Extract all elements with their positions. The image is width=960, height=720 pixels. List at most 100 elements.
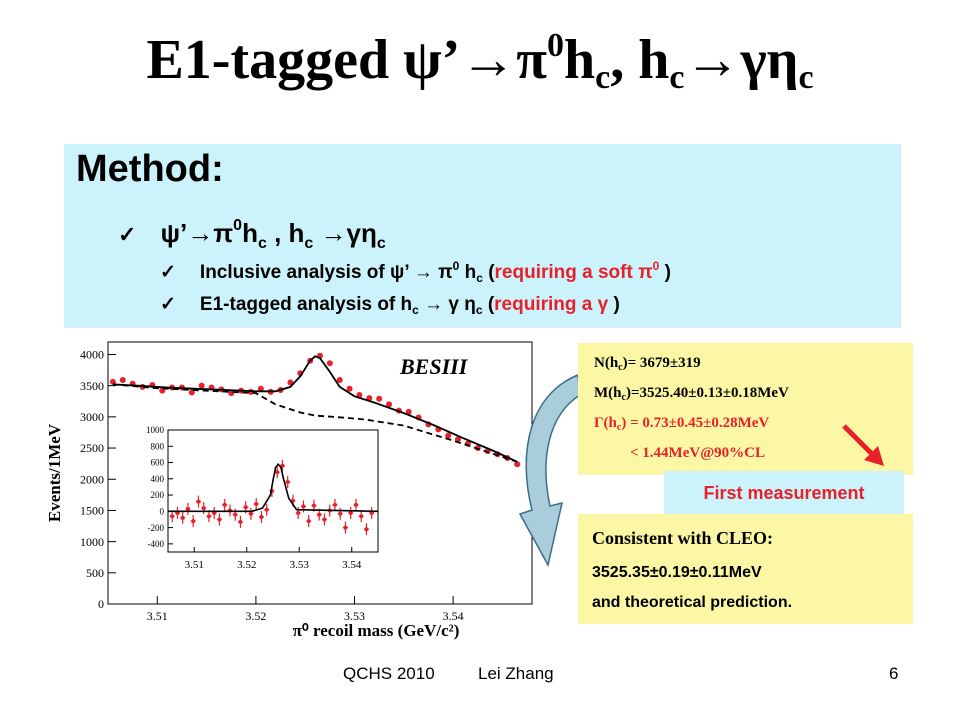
inset-y-tick-label: -200 bbox=[148, 523, 165, 533]
checkmark-icon: ✓ bbox=[160, 262, 176, 283]
inset-fit-curve bbox=[168, 462, 379, 513]
main-data-point bbox=[188, 389, 195, 396]
theory-note: and theoretical prediction. bbox=[592, 594, 793, 611]
inset-data-point bbox=[332, 502, 337, 507]
main-y-tick-label: 500 bbox=[86, 566, 104, 580]
inset-data-point bbox=[317, 512, 322, 517]
main-x-tick-label: 3.51 bbox=[147, 609, 168, 623]
main-data-point bbox=[386, 401, 393, 408]
mass-value: M(hc)=3525.40±0.13±0.18MeV bbox=[594, 385, 789, 403]
main-data-point bbox=[257, 385, 264, 392]
inset-data-point bbox=[259, 515, 264, 520]
footer-conference: QCHS 2010 bbox=[343, 664, 435, 683]
inset-data-point bbox=[238, 519, 243, 524]
inset-data-point bbox=[311, 503, 316, 508]
inset-data-point bbox=[280, 463, 285, 468]
main-data-point bbox=[445, 432, 452, 439]
inset-data-point bbox=[306, 519, 311, 524]
inset-data-point bbox=[243, 505, 248, 510]
inset-y-tick-label: 800 bbox=[151, 441, 165, 451]
method-line-2: ✓ Inclusive analysis of ψ’ → π0 hc (requi… bbox=[160, 259, 671, 285]
main-y-tick-label: 3500 bbox=[80, 379, 104, 393]
inset-data-point bbox=[185, 506, 190, 511]
inset-data-point bbox=[275, 470, 280, 475]
inset-data-point bbox=[191, 519, 196, 524]
main-data-point bbox=[346, 385, 353, 392]
inset-data-point bbox=[248, 511, 253, 516]
recoil-mass-plot: 3.51 3.52 3.53 3.54050010001500200025003000… bbox=[45, 341, 533, 640]
checkmark-icon: ✓ bbox=[160, 294, 176, 315]
red-arrow-icon bbox=[842, 424, 884, 466]
inset-x-tick-label: 3.54 bbox=[342, 559, 362, 571]
inset-x-tick-label: 3.52 bbox=[237, 559, 256, 571]
inset-data-point bbox=[285, 480, 290, 485]
inset-data-point bbox=[170, 514, 175, 519]
besiii-label: BESIII bbox=[399, 354, 469, 379]
method-line-1: ✓ ψ’→π0hc , hc →γηc bbox=[118, 217, 386, 252]
main-y-tick-label: 0 bbox=[98, 597, 104, 611]
first-measurement-label: First measurement bbox=[664, 471, 904, 515]
consistency-box: Consistent with CLEO: 3525.35±0.19±0.11M… bbox=[578, 514, 913, 624]
inset-data-point bbox=[359, 514, 364, 519]
method-heading: Method: bbox=[76, 148, 224, 190]
checkmark-icon: ✓ bbox=[118, 222, 137, 247]
footer-author: Lei Zhang bbox=[478, 664, 554, 683]
inset-data-point bbox=[254, 502, 259, 507]
inset-data-point bbox=[180, 515, 185, 520]
consistency-heading: Consistent with CLEO: bbox=[592, 528, 774, 548]
slide-title: E1-tagged ψ’→π0hc, hc→γηc bbox=[146, 27, 814, 96]
method-box: Method: ✓ ψ’→π0hc , hc →γηc ✓ Inclusive an… bbox=[64, 144, 901, 328]
main-data-point bbox=[336, 377, 343, 384]
main-data-point bbox=[119, 377, 126, 384]
main-data-point bbox=[514, 461, 521, 468]
inset-data-point bbox=[206, 514, 211, 519]
page-number: 6 bbox=[889, 664, 899, 683]
inset-y-tick-label: 400 bbox=[151, 474, 165, 484]
main-y-tick-label: 1500 bbox=[80, 504, 104, 518]
main-background-curve bbox=[112, 383, 518, 463]
width-value: Γ(hc) = 0.73±0.45±0.28MeV bbox=[594, 415, 770, 433]
results-box: N(hc)= 3679±319 M(hc)=3525.40±0.13±0.18M… bbox=[578, 343, 913, 475]
inset-y-tick-label: 200 bbox=[151, 490, 165, 500]
main-y-tick-label: 1000 bbox=[80, 535, 104, 549]
inset-x-tick-label: 3.53 bbox=[290, 559, 310, 571]
width-limit: < 1.44MeV@90%CL bbox=[630, 445, 765, 461]
inset-data-point bbox=[233, 512, 238, 517]
inset-data-point bbox=[196, 499, 201, 504]
main-data-point bbox=[198, 382, 205, 389]
inset-data-point bbox=[264, 507, 269, 512]
method-line-3: ✓ E1-tagged analysis of hc → γ ηc (requir… bbox=[160, 294, 620, 317]
curved-arrow-icon bbox=[518, 373, 581, 568]
main-data-point bbox=[376, 395, 383, 402]
main-data-point bbox=[405, 408, 412, 415]
inset-x-tick-label: 3.51 bbox=[185, 559, 204, 571]
yield-value: N(hc)= 3679±319 bbox=[594, 355, 701, 373]
inset-data-point bbox=[322, 517, 327, 522]
inset-data-point bbox=[338, 511, 343, 516]
inset-data-point bbox=[343, 525, 348, 530]
main-data-point bbox=[109, 378, 116, 385]
y-axis-label: Events/1MeV bbox=[45, 423, 64, 522]
inset-y-tick-label: 1000 bbox=[146, 425, 165, 435]
inset-data-point bbox=[353, 502, 358, 507]
main-x-tick-label: 3.54 bbox=[443, 609, 464, 623]
inset-y-tick-label: 0 bbox=[160, 506, 165, 516]
x-axis-label: π⁰ recoil mass (GeV/c²) bbox=[293, 621, 460, 640]
inset-data-point bbox=[217, 517, 222, 522]
inset-data-point bbox=[296, 510, 301, 515]
main-y-tick-label: 2500 bbox=[80, 441, 104, 455]
main-y-tick-label: 3000 bbox=[80, 410, 104, 424]
inset-data-point bbox=[348, 510, 353, 515]
inset-y-tick-label: 600 bbox=[151, 458, 165, 468]
main-y-tick-label: 4000 bbox=[80, 348, 104, 362]
inset-data-point bbox=[301, 504, 306, 509]
main-data-point bbox=[326, 360, 333, 367]
main-y-tick-label: 2000 bbox=[80, 472, 104, 486]
inset-data-point bbox=[201, 506, 206, 511]
inset-data-point bbox=[364, 527, 369, 532]
inset-y-tick-label: -400 bbox=[148, 539, 165, 549]
inset-data-point bbox=[222, 502, 227, 507]
cleo-value: 3525.35±0.19±0.11MeV bbox=[592, 564, 762, 581]
main-x-tick-label: 3.53 bbox=[344, 609, 365, 623]
main-x-tick-label: 3.52 bbox=[245, 609, 266, 623]
